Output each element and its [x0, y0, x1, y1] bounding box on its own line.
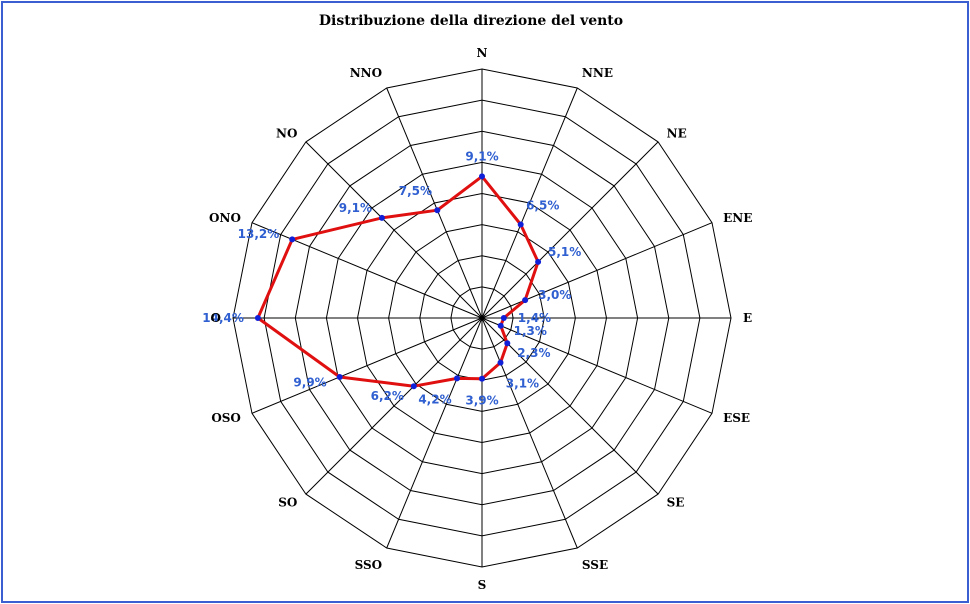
spoke-sso	[386, 317, 483, 549]
spoke-so	[305, 317, 483, 495]
spoke-no	[305, 141, 483, 319]
data-point-so	[410, 383, 417, 390]
direction-label-n: N	[477, 46, 488, 60]
value-label-oso: 9,9%	[293, 375, 326, 389]
spoke-ono	[251, 222, 483, 319]
data-point-sso	[454, 375, 460, 382]
data-point-s	[479, 375, 485, 382]
data-point-e	[500, 315, 507, 321]
value-label-ene: 3,0%	[538, 288, 571, 302]
data-point-no	[378, 214, 385, 221]
direction-label-ene: ENE	[723, 211, 752, 225]
direction-label-oso: OSO	[211, 411, 241, 425]
data-point-sse	[497, 359, 504, 366]
direction-label-ne: NE	[667, 126, 687, 140]
value-label-ono: 13,2%	[238, 227, 280, 241]
value-label-ese: 1,3%	[514, 324, 547, 338]
data-point-ene	[522, 297, 529, 304]
direction-label-ese: ESE	[723, 411, 750, 425]
value-label-nno: 7,5%	[399, 184, 432, 198]
data-point-nne	[517, 221, 524, 228]
chart-title: Distribuzione della direzione del vento	[319, 13, 623, 29]
spoke-se	[481, 317, 659, 495]
direction-label-ono: ONO	[209, 211, 241, 225]
data-point-o	[254, 315, 261, 321]
data-point-se	[504, 340, 511, 347]
value-label-n: 9,1%	[465, 149, 498, 163]
value-label-ne: 5,1%	[548, 245, 581, 259]
value-label-s: 3,9%	[465, 394, 498, 408]
direction-label-sso: SSO	[355, 558, 383, 572]
spoke-oso	[251, 317, 483, 414]
spoke-ne	[481, 141, 659, 319]
direction-label-s: S	[478, 578, 487, 592]
data-point-ese	[497, 322, 504, 329]
data-point-n	[479, 173, 485, 180]
direction-label-no: NO	[276, 126, 297, 140]
spoke-sse	[481, 317, 578, 549]
value-label-sse: 3,1%	[506, 377, 539, 391]
series-line	[256, 174, 540, 388]
value-label-sso: 4,2%	[418, 392, 451, 406]
radar-grid	[232, 68, 732, 568]
value-label-no: 9,1%	[339, 201, 372, 215]
spoke-ene	[481, 222, 713, 319]
data-point-ono	[289, 236, 296, 243]
spoke-ese	[481, 317, 713, 414]
value-label-o: 14,4%	[202, 311, 244, 325]
spoke-nno	[386, 87, 483, 319]
value-label-se: 2,3%	[517, 346, 550, 360]
value-label-so: 6,2%	[371, 389, 404, 403]
direction-label-so: SO	[278, 496, 297, 510]
direction-label-sse: SSE	[582, 558, 608, 572]
value-label-nne: 6,5%	[526, 199, 559, 213]
data-point-oso	[336, 374, 343, 380]
data-point-ne	[535, 258, 542, 265]
direction-label-e: E	[743, 311, 752, 325]
direction-label-nno: NNO	[350, 66, 382, 80]
spoke-nne	[481, 87, 578, 319]
direction-labels: N NNE NE ENE E ESE SE SSE S SSO SO OSO O ONO NO NNO	[209, 46, 752, 592]
direction-label-o: O	[211, 311, 221, 325]
direction-label-se: SE	[667, 496, 685, 510]
direction-label-nne: NNE	[582, 66, 613, 80]
data-point-nno	[434, 207, 441, 214]
radar-series: 9,1% 6,5% 5,1% 3,0% 1,4%1,3% 2,3% 3,1% 3,9% 4,2%…	[202, 149, 581, 407]
value-label-e: 1,4%	[518, 311, 551, 325]
